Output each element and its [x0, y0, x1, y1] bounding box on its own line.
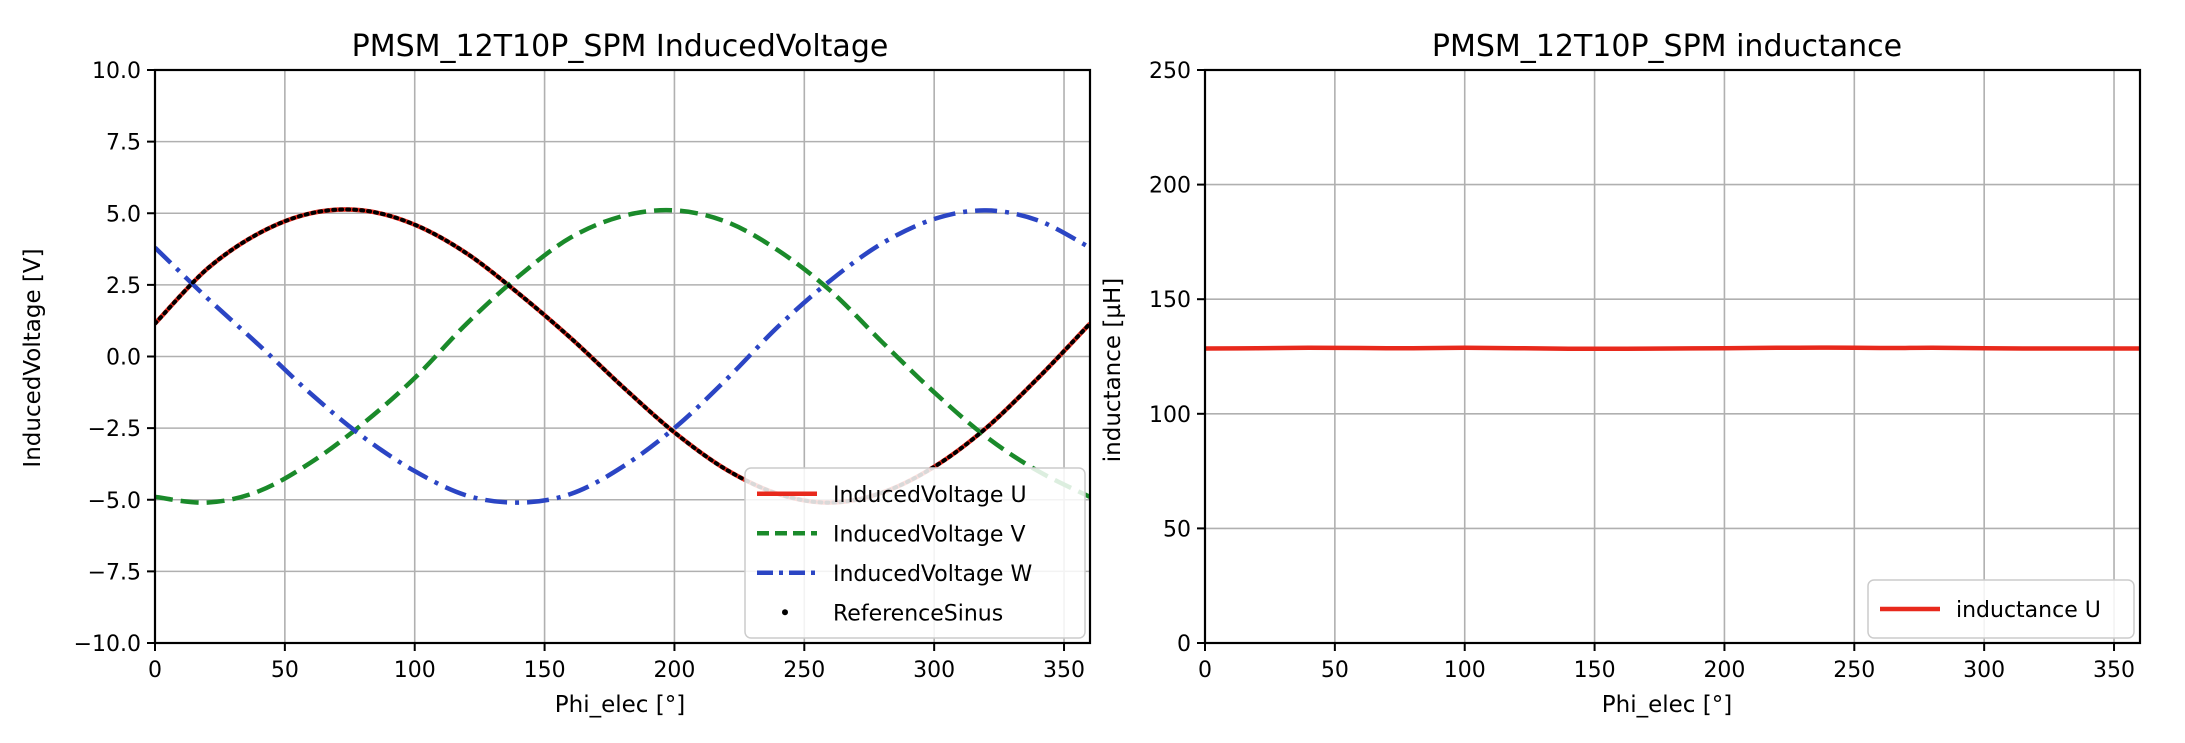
plot-frame — [1203, 68, 2142, 645]
legend-label: inductance U — [1956, 598, 2101, 623]
y-tick-label: −10.0 — [74, 632, 141, 657]
x-tick-label: 250 — [1833, 658, 1875, 683]
series-line-inducedvoltage-v — [155, 207, 1090, 505]
legend-label: InducedVoltage V — [833, 522, 1026, 547]
chart-title: PMSM_12T10P_SPM InducedVoltage — [352, 29, 889, 64]
y-tick-label: −2.5 — [88, 417, 141, 442]
legend-label: InducedVoltage W — [833, 562, 1032, 587]
legend-label: InducedVoltage U — [833, 483, 1027, 508]
x-tick-label: 0 — [1198, 658, 1212, 683]
y-tick-label: 10.0 — [92, 59, 141, 84]
series-line-inductance-u — [1205, 345, 2140, 351]
y-tick-label: 150 — [1149, 288, 1191, 313]
induced-voltage-chart: PMSM_12T10P_SPM InducedVoltage Phi_elec … — [20, 29, 1092, 718]
x-tick-label: 200 — [1703, 658, 1745, 683]
y-tick-label: 0.0 — [106, 346, 141, 371]
x-tick-label: 50 — [1321, 658, 1349, 683]
x-tick-label: 300 — [1963, 658, 2005, 683]
legend-label: ReferenceSinus — [833, 601, 1003, 626]
y-tick-label: −5.0 — [88, 489, 141, 514]
x-tick-label: 50 — [271, 658, 299, 683]
y-axis-label: InducedVoltage [V] — [20, 248, 46, 467]
legend-box — [744, 467, 1086, 639]
x-tick-label: 300 — [913, 658, 955, 683]
x-axis-label: Phi_elec [°] — [555, 692, 685, 718]
y-tick-label: 200 — [1149, 174, 1191, 199]
inductance-chart: PMSM_12T10P_SPM inductance Phi_elec [°] … — [1100, 29, 2142, 718]
legend-handle — [782, 609, 788, 616]
y-tick-label: 7.5 — [106, 131, 141, 156]
series-line-referencesinus — [155, 207, 1090, 505]
x-tick-label: 150 — [1574, 658, 1616, 683]
y-tick-label: 250 — [1149, 59, 1191, 84]
x-tick-label: 100 — [394, 658, 436, 683]
x-tick-label: 350 — [2093, 658, 2135, 683]
y-tick-label: 50 — [1163, 517, 1191, 542]
y-tick-label: 5.0 — [106, 202, 141, 227]
y-tick-label: 100 — [1149, 403, 1191, 428]
y-tick-label: 2.5 — [106, 274, 141, 299]
y-axis-label: inductance [µH] — [1100, 278, 1126, 462]
y-tick-label: −7.5 — [88, 560, 141, 585]
legend: InducedVoltage U InducedVoltage V InducedV… — [744, 467, 1086, 639]
legend: inductance U — [1867, 579, 2135, 639]
x-tick-label: 250 — [783, 658, 825, 683]
x-tick-label: 150 — [524, 658, 566, 683]
legend-box — [1867, 579, 2135, 639]
plot-frame — [153, 68, 1092, 645]
series-line-inducedvoltage-w — [155, 208, 1090, 505]
x-tick-label: 0 — [148, 658, 162, 683]
x-tick-label: 200 — [653, 658, 695, 683]
x-tick-label: 350 — [1043, 658, 1085, 683]
x-axis-label: Phi_elec [°] — [1602, 692, 1732, 718]
x-tick-label: 100 — [1444, 658, 1486, 683]
chart-title: PMSM_12T10P_SPM inductance — [1432, 29, 1902, 64]
y-tick-label: 0 — [1177, 632, 1191, 657]
